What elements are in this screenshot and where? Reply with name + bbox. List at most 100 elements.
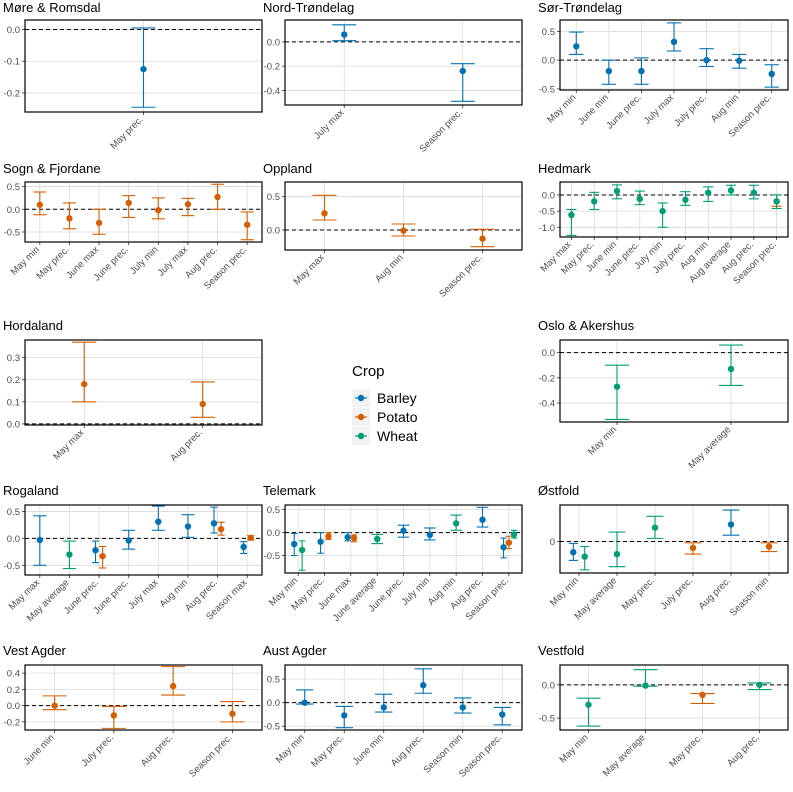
y-tick-label: 0.1 <box>7 397 20 408</box>
errorbar-barley <box>634 57 649 85</box>
data-point <box>581 553 588 560</box>
x-tick-label: Aug min <box>373 252 405 284</box>
panel-border <box>24 181 263 243</box>
data-point <box>699 691 706 699</box>
data-point <box>756 681 763 689</box>
x-tick-label: Season min <box>422 732 465 775</box>
y-tick-label: 0.5 <box>7 182 20 193</box>
errorbar-barley <box>33 515 47 566</box>
x-tick-label: July prec. <box>659 575 696 612</box>
data-point <box>765 543 773 550</box>
x-tick-label: Aug min <box>709 92 741 124</box>
y-tick-label: 0.0 <box>7 701 20 712</box>
errorbar-wheat <box>747 681 772 691</box>
errorbar-barley <box>601 59 617 85</box>
y-tick-label: -0.5 <box>4 228 20 239</box>
plot-area <box>25 665 262 730</box>
x-tick-label: Season prec. <box>187 732 234 779</box>
errorbar-barley <box>397 524 410 538</box>
y-tick-label: -0.1 <box>4 57 20 68</box>
data-point <box>499 711 506 718</box>
x-tick-label: May max <box>292 252 327 287</box>
data-point <box>210 520 218 527</box>
data-point <box>479 516 486 523</box>
panel-oslo-akershus: Oslo & Akershus 0.0 -0.2 -0.4 May min May ave… <box>538 318 789 471</box>
plot-area <box>560 340 788 422</box>
y-tick-label: 0.5 <box>7 507 20 518</box>
panel-border <box>284 19 523 106</box>
x-tick-label: Season prec. <box>418 107 465 154</box>
errorbar-barley <box>731 53 747 69</box>
panel-border <box>559 664 789 731</box>
data-point <box>321 210 328 217</box>
errorbar-wheat <box>634 190 645 206</box>
y-tick-label: 0.0 <box>542 680 555 691</box>
x-tick-label: May min <box>274 732 307 765</box>
errorbar-potato <box>325 532 332 541</box>
data-point <box>184 201 192 208</box>
errorbar-wheat <box>450 514 462 531</box>
data-point <box>459 704 466 711</box>
panel-title: Oppland <box>263 161 312 176</box>
errorbar-barley <box>91 540 100 564</box>
data-point <box>420 682 427 689</box>
data-point <box>773 198 780 205</box>
x-tick-label: May average <box>601 732 648 779</box>
panel-border <box>559 339 789 423</box>
errorbar-wheat <box>589 191 600 211</box>
errorbar-wheat <box>611 184 623 200</box>
data-point <box>727 187 735 194</box>
data-point <box>155 206 162 214</box>
x-tick-label: May prec. <box>309 732 346 769</box>
errorbar-wheat <box>298 540 306 571</box>
y-tick-label: -0.5 <box>539 714 555 725</box>
data-point <box>735 57 743 64</box>
x-tick-label: May min <box>545 92 578 125</box>
errorbar-wheat <box>719 344 743 386</box>
plot-area <box>25 182 262 242</box>
plot-area <box>285 665 522 730</box>
data-point <box>689 544 697 552</box>
data-point <box>229 710 236 717</box>
data-point <box>240 543 247 551</box>
data-point <box>703 56 710 64</box>
data-point <box>705 189 712 196</box>
panel-møre-romsdal: Møre & Romsdal 0.0 -0.1 -0.2 May prec. <box>3 0 263 152</box>
errorbar-barley <box>414 668 432 694</box>
panel-title: Telemark <box>263 483 316 498</box>
y-tick-label: -0.5 <box>4 561 20 572</box>
data-point <box>66 551 73 558</box>
data-point <box>36 201 44 208</box>
panel-title: Vest Agder <box>3 643 67 658</box>
errorbar-potato <box>220 701 245 723</box>
data-point <box>426 531 434 539</box>
y-tick-label: -0.4 <box>539 399 555 410</box>
legend-label: Barley <box>377 390 417 406</box>
errorbar-wheat <box>771 194 782 210</box>
plot-area <box>25 340 262 425</box>
data-point <box>605 67 613 75</box>
y-tick-label: 0.0 <box>542 56 555 67</box>
errorbar-potato <box>760 542 778 553</box>
errorbar-potato <box>312 194 337 221</box>
legend-label: Wheat <box>377 428 418 444</box>
errorbar-wheat <box>580 546 590 571</box>
data-point <box>341 712 348 719</box>
y-tick-label: 0 <box>550 537 555 548</box>
data-point <box>638 67 645 75</box>
errorbar-potato <box>217 521 225 536</box>
errorbar-potato <box>391 223 416 237</box>
x-tick-label: May prec. <box>620 575 657 612</box>
errorbar-potato <box>151 197 165 220</box>
errorbar-barley <box>666 22 682 52</box>
errorbar-potato <box>211 183 225 210</box>
data-point <box>125 537 132 544</box>
data-point <box>573 43 580 50</box>
errorbar-potato <box>101 705 126 729</box>
errorbar-potato <box>72 341 97 403</box>
x-tick-label: Aug prec. <box>389 732 426 769</box>
data-point <box>92 547 99 554</box>
